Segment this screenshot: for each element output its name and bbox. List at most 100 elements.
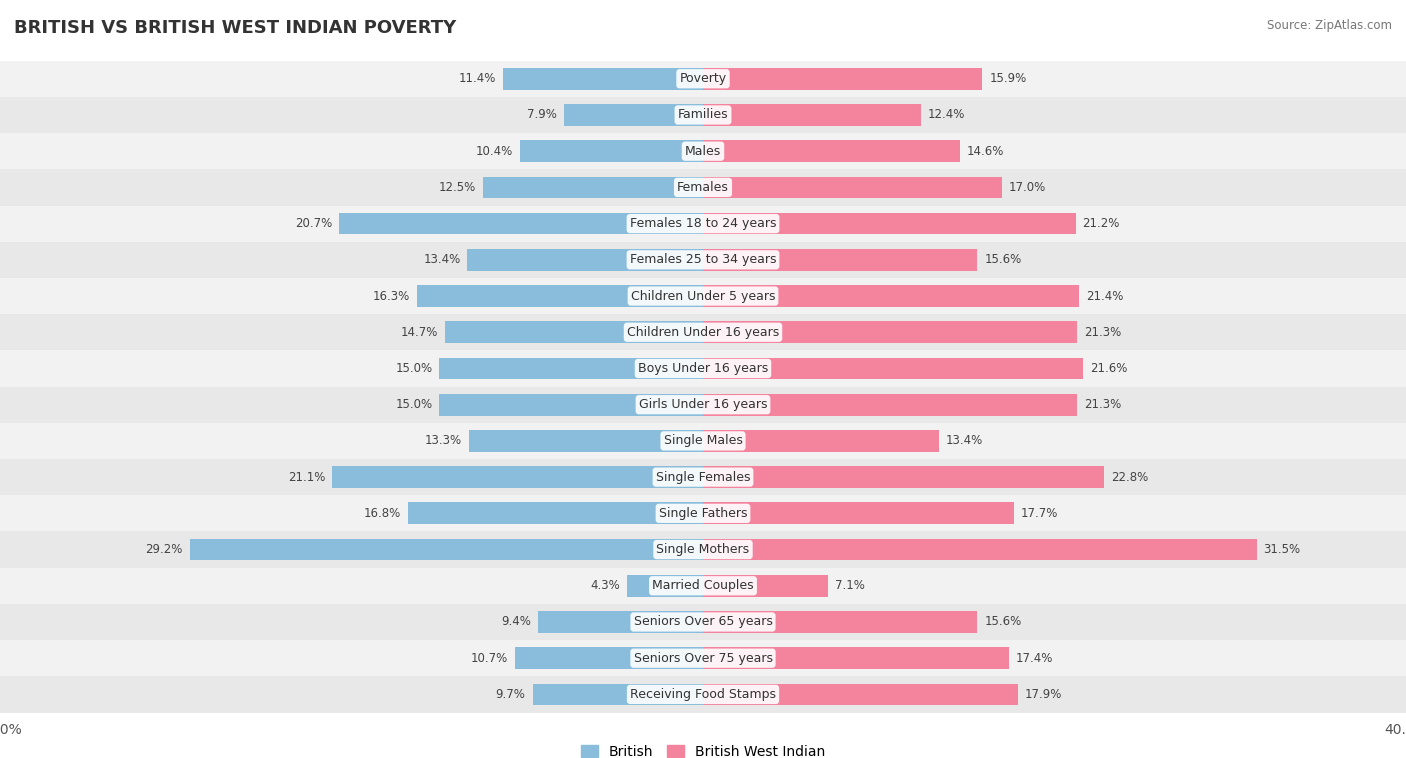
Bar [703,213,1076,234]
Text: BRITISH VS BRITISH WEST INDIAN POVERTY: BRITISH VS BRITISH WEST INDIAN POVERTY [14,19,457,37]
Bar [0,314,1406,350]
Bar [439,358,703,379]
Text: 22.8%: 22.8% [1111,471,1147,484]
Text: 16.3%: 16.3% [373,290,409,302]
Bar [0,278,1406,314]
Text: Children Under 5 years: Children Under 5 years [631,290,775,302]
Text: 12.4%: 12.4% [928,108,966,121]
Text: 7.1%: 7.1% [835,579,865,592]
Bar [439,394,703,415]
Bar [627,575,703,597]
Text: 21.4%: 21.4% [1087,290,1123,302]
Bar [0,459,1406,495]
Bar [703,68,983,89]
Bar [0,97,1406,133]
Bar [515,647,703,669]
Bar [484,177,703,199]
Bar [0,133,1406,169]
Text: Girls Under 16 years: Girls Under 16 years [638,398,768,411]
Text: 9.7%: 9.7% [496,688,526,701]
Bar [332,466,703,488]
Bar [703,321,1077,343]
Text: 16.8%: 16.8% [364,507,401,520]
Bar [0,568,1406,604]
Text: 17.0%: 17.0% [1010,181,1046,194]
Text: 10.7%: 10.7% [471,652,508,665]
Bar [0,61,1406,97]
Text: 21.1%: 21.1% [288,471,325,484]
Text: Single Males: Single Males [664,434,742,447]
Text: 21.3%: 21.3% [1084,398,1122,411]
Text: 21.2%: 21.2% [1083,217,1121,230]
Text: Single Fathers: Single Fathers [659,507,747,520]
Text: 11.4%: 11.4% [458,72,496,85]
Bar [703,177,1001,199]
Bar [0,676,1406,713]
Text: Females 25 to 34 years: Females 25 to 34 years [630,253,776,266]
Text: 17.9%: 17.9% [1025,688,1062,701]
Text: Children Under 16 years: Children Under 16 years [627,326,779,339]
Text: Boys Under 16 years: Boys Under 16 years [638,362,768,375]
Text: Source: ZipAtlas.com: Source: ZipAtlas.com [1267,19,1392,32]
Text: 7.9%: 7.9% [527,108,557,121]
Text: Seniors Over 75 years: Seniors Over 75 years [634,652,772,665]
Bar [533,684,703,705]
Legend: British, British West Indian: British, British West Indian [575,739,831,758]
Text: Males: Males [685,145,721,158]
Text: 17.4%: 17.4% [1015,652,1053,665]
Text: 13.4%: 13.4% [945,434,983,447]
Text: Families: Families [678,108,728,121]
Bar [703,503,1014,525]
Bar [703,466,1104,488]
Bar [416,285,703,307]
Bar [703,684,1018,705]
Text: Seniors Over 65 years: Seniors Over 65 years [634,615,772,628]
Bar [564,104,703,126]
Bar [503,68,703,89]
Bar [0,205,1406,242]
Text: 15.0%: 15.0% [395,398,433,411]
Text: 17.7%: 17.7% [1021,507,1059,520]
Bar [0,604,1406,640]
Bar [444,321,703,343]
Text: 31.5%: 31.5% [1264,543,1301,556]
Text: 4.3%: 4.3% [591,579,620,592]
Bar [703,647,1010,669]
Text: Females: Females [678,181,728,194]
Bar [467,249,703,271]
Bar [703,249,977,271]
Text: Single Mothers: Single Mothers [657,543,749,556]
Text: 15.0%: 15.0% [395,362,433,375]
Text: 13.4%: 13.4% [423,253,461,266]
Text: 20.7%: 20.7% [295,217,332,230]
Text: 21.6%: 21.6% [1090,362,1128,375]
Bar [0,387,1406,423]
Text: 9.4%: 9.4% [501,615,531,628]
Text: 10.4%: 10.4% [477,145,513,158]
Text: 21.3%: 21.3% [1084,326,1122,339]
Text: 13.3%: 13.3% [425,434,463,447]
Text: Females 18 to 24 years: Females 18 to 24 years [630,217,776,230]
Text: Receiving Food Stamps: Receiving Food Stamps [630,688,776,701]
Bar [703,104,921,126]
Text: 15.6%: 15.6% [984,253,1021,266]
Bar [0,531,1406,568]
Bar [703,358,1083,379]
Text: 14.7%: 14.7% [401,326,437,339]
Bar [703,285,1080,307]
Bar [0,350,1406,387]
Bar [0,242,1406,278]
Bar [0,495,1406,531]
Text: 29.2%: 29.2% [145,543,183,556]
Text: 15.6%: 15.6% [984,615,1021,628]
Text: 15.9%: 15.9% [990,72,1026,85]
Bar [190,539,703,560]
Text: 14.6%: 14.6% [967,145,1004,158]
Bar [703,539,1257,560]
Bar [537,611,703,633]
Text: Married Couples: Married Couples [652,579,754,592]
Bar [703,611,977,633]
Text: Single Females: Single Females [655,471,751,484]
Text: 12.5%: 12.5% [439,181,477,194]
Bar [703,140,960,162]
